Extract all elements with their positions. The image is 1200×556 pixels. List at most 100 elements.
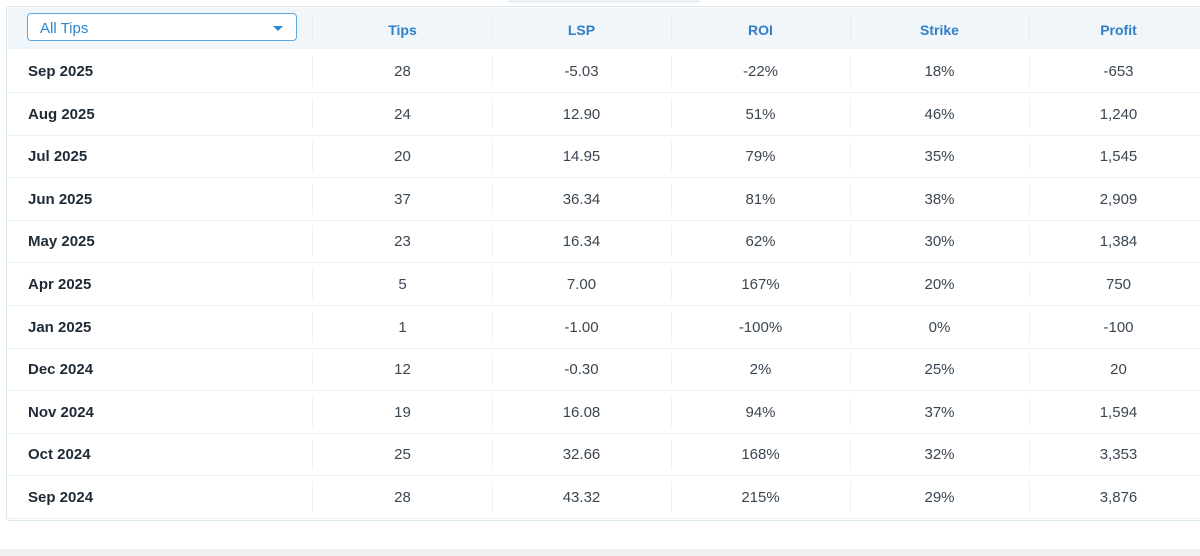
column-divider [492, 98, 493, 129]
cell-lsp: -0.30 [564, 361, 599, 379]
cell-roi: 167% [741, 276, 780, 293]
column-divider [312, 98, 313, 129]
column-divider [492, 183, 493, 214]
cell-roi: -100% [738, 318, 783, 336]
column-divider [850, 396, 851, 427]
column-divider [671, 396, 672, 427]
cell-roi: 51% [745, 105, 776, 123]
row-date: Nov 2024 [28, 403, 94, 421]
cell-lsp: 14.95 [562, 148, 601, 166]
column-divider [492, 439, 493, 470]
column-divider [492, 56, 493, 86]
cell-lsp: 12.90 [562, 105, 601, 123]
top-border [0, 0, 1200, 3]
column-divider [671, 56, 672, 86]
column-header-roi[interactable]: ROI [748, 22, 773, 38]
column-divider [312, 183, 313, 214]
column-divider [850, 183, 851, 214]
chevron-down-icon [273, 26, 283, 31]
column-divider [671, 269, 672, 299]
column-divider [312, 396, 313, 427]
column-divider [850, 354, 851, 385]
cell-strike: 25% [924, 361, 955, 379]
column-divider [671, 141, 672, 172]
column-divider [850, 98, 851, 129]
table-row: Jul 2025 20 14.95 79% 35% 1,545 [8, 135, 1200, 179]
column-divider [312, 439, 313, 470]
cell-strike: 18% [924, 63, 955, 80]
cell-lsp: 43.32 [562, 489, 601, 506]
cell-strike: 46% [924, 105, 955, 123]
table-row: Sep 2024 28 43.32 215% 29% 3,876 [8, 476, 1200, 519]
row-date: May 2025 [28, 233, 95, 251]
cell-tips: 12 [394, 361, 411, 379]
column-header-profit[interactable]: Profit [1100, 22, 1137, 38]
column-divider [492, 354, 493, 385]
header-divider [850, 14, 851, 42]
column-divider [1029, 269, 1030, 299]
cell-tips: 25 [394, 446, 411, 464]
cell-profit: 2,909 [1099, 190, 1138, 208]
row-date: Jun 2025 [28, 190, 93, 208]
cell-roi: 2% [749, 361, 772, 379]
column-divider [312, 311, 313, 342]
cell-tips: 37 [394, 190, 411, 208]
column-divider [492, 141, 493, 172]
column-divider [1029, 396, 1030, 427]
cell-tips: 24 [394, 105, 411, 123]
cell-profit: -100 [1103, 318, 1134, 336]
column-divider [492, 311, 493, 342]
tips-filter-dropdown[interactable]: All Tips [27, 13, 297, 41]
cell-profit: 1,545 [1099, 148, 1138, 166]
column-divider [1029, 482, 1030, 512]
column-header-tips[interactable]: Tips [388, 22, 417, 38]
cell-lsp: -1.00 [564, 318, 599, 336]
header-divider [1029, 14, 1030, 42]
cell-profit: 20 [1110, 361, 1127, 379]
table-row: Aug 2025 24 12.90 51% 46% 1,240 [8, 93, 1200, 136]
cell-tips: 20 [394, 148, 411, 166]
column-divider [312, 354, 313, 385]
row-date: Sep 2025 [28, 63, 94, 80]
table-row: Jun 2025 37 36.34 81% 38% 2,909 [8, 178, 1200, 221]
column-divider [492, 269, 493, 299]
column-header-lsp[interactable]: LSP [567, 22, 596, 38]
column-divider [312, 226, 313, 257]
cell-roi: 168% [741, 446, 780, 464]
column-divider [850, 439, 851, 470]
cell-strike: 32% [924, 446, 955, 464]
cell-lsp: 32.66 [562, 446, 601, 464]
page-footer-strip [0, 549, 1200, 556]
table-row: Sep 2025 28 -5.03 -22% 18% -653 [8, 50, 1200, 93]
column-divider [671, 354, 672, 385]
row-date: Jan 2025 [28, 318, 92, 336]
cell-strike: 35% [924, 148, 955, 166]
cell-roi: 79% [745, 148, 776, 166]
column-divider [1029, 141, 1030, 172]
column-header-strike[interactable]: Strike [920, 22, 959, 38]
column-divider [492, 482, 493, 512]
cell-lsp: 36.34 [562, 190, 601, 208]
cell-lsp: 16.08 [562, 403, 601, 421]
column-divider [671, 183, 672, 214]
cell-profit: 1,240 [1099, 105, 1138, 123]
stats-table: All Tips Tips LSP ROI Strike Profit Sep … [6, 6, 1200, 521]
column-divider [850, 311, 851, 342]
column-divider [1029, 226, 1030, 257]
cell-tips: 28 [394, 489, 411, 506]
column-divider [671, 482, 672, 512]
column-divider [850, 141, 851, 172]
cell-tips: 5 [398, 276, 407, 293]
column-divider [850, 482, 851, 512]
table-row: Apr 2025 5 7.00 167% 20% 750 [8, 263, 1200, 306]
row-date: Dec 2024 [28, 361, 94, 379]
row-date: Jul 2025 [28, 148, 88, 166]
cell-profit: 3,353 [1099, 446, 1138, 464]
cell-strike: 20% [924, 276, 955, 293]
column-divider [312, 269, 313, 299]
table-row: Jan 2025 1 -1.00 -100% 0% -100 [8, 306, 1200, 349]
cell-profit: 750 [1105, 276, 1132, 293]
cell-tips: 28 [394, 63, 411, 80]
cell-tips: 23 [394, 233, 411, 251]
column-divider [1029, 98, 1030, 129]
